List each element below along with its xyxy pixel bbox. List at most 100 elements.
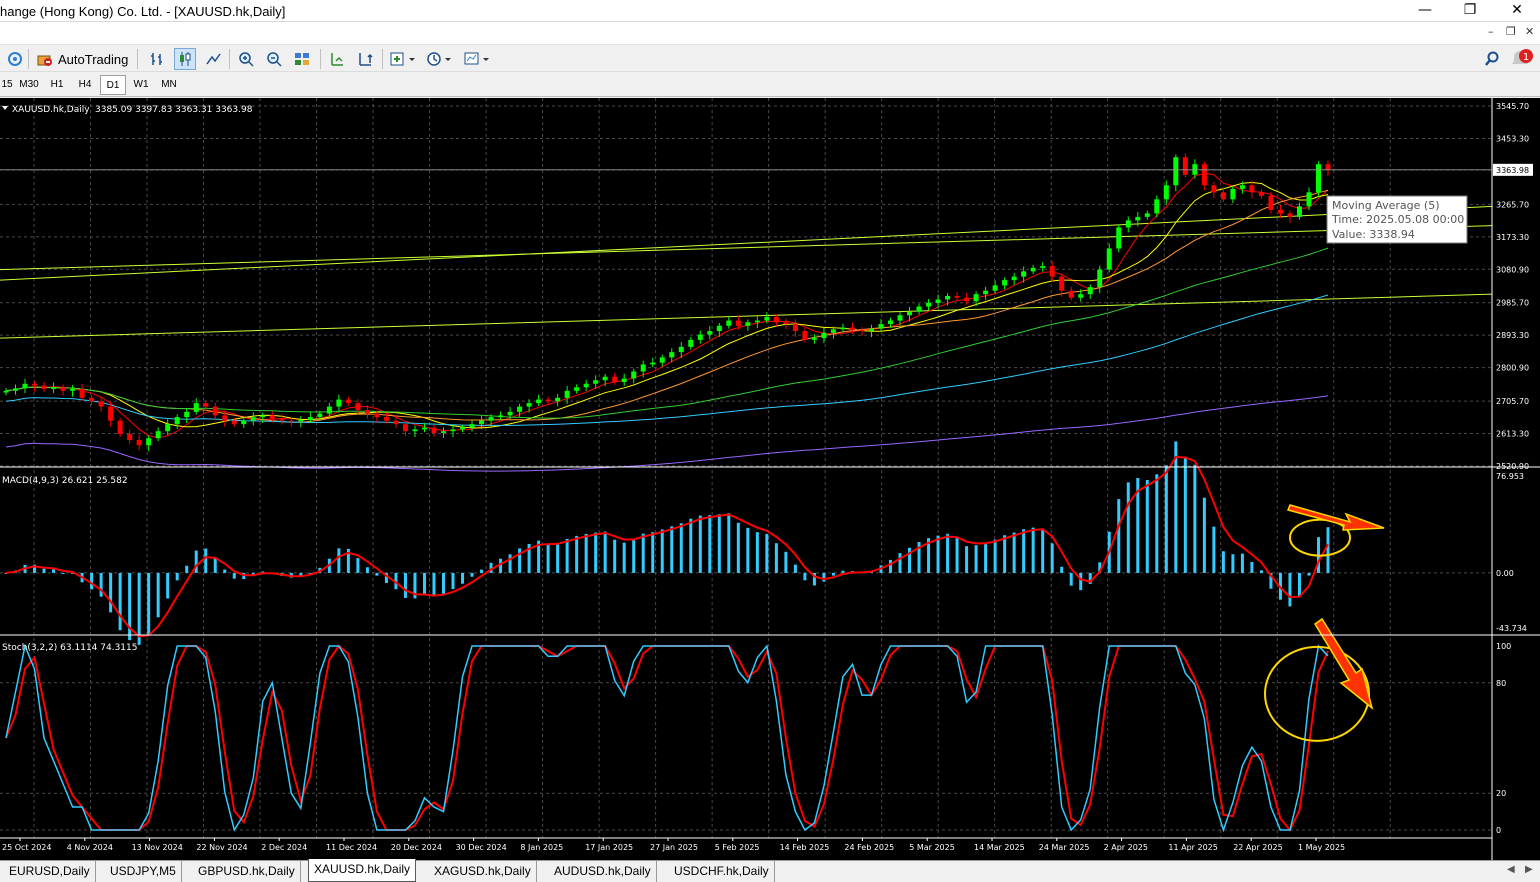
date-tick-label: 4 Nov 2024 [67,843,113,852]
current-price-label: 3363.98 [1496,166,1529,175]
candle-body [32,383,38,386]
macd-bar [71,572,75,574]
timeframe-m30[interactable]: M30 [19,79,39,90]
candle-body [479,420,485,425]
chart-minimize-button[interactable]: – [1488,25,1494,38]
line-chart-icon[interactable] [202,48,224,70]
chart-restore-button[interactable]: ❐ [1506,25,1516,38]
candle-body [830,329,836,333]
candle-body [60,387,66,391]
tab-xagusd[interactable]: XAGUSD.hk,Daily [429,861,537,882]
macd-bar [717,514,721,573]
macd-bar [889,559,893,573]
zoom-out-icon[interactable] [263,48,285,70]
bar-chart-icon[interactable] [146,48,168,70]
candlestick-series [3,153,1331,452]
date-tick-label: 14 Mar 2025 [974,843,1025,852]
search-icon[interactable] [1482,48,1502,70]
candle-body [260,415,266,418]
chart-window[interactable]: 3545.70 3453.30 3363.98 3265.70 3173.30 3080.… [0,98,1540,860]
candle-body [412,429,418,432]
date-tick-label: 5 Mar 2025 [909,843,955,852]
tab-xauusd[interactable]: XAUUSD.hk,Daily [308,859,417,882]
candle-body [1220,192,1226,200]
timeframe-m15[interactable]: 15 [1,79,13,90]
tab-scroll-left-icon[interactable]: ◀ [1507,864,1515,875]
signal-icon[interactable] [4,48,26,70]
candle-body [783,322,789,325]
timeframe-mn[interactable]: MN [161,79,177,90]
candle-body [231,420,237,425]
autoscroll-icon[interactable] [354,48,376,70]
ma20-line [5,189,1329,423]
restore-button[interactable]: ❐ [1463,2,1477,18]
macd-bar [1003,535,1007,573]
candle-body [849,327,855,331]
chart-close-button[interactable]: ✕ [1525,25,1535,38]
candle-body [269,415,275,419]
notification-icon[interactable]: 1 [1510,48,1536,70]
macd-bar [175,572,179,581]
candle-body [279,418,285,421]
macd-bar [499,558,503,573]
tooltip-value: Value: 3338.94 [1332,228,1415,241]
tile-icon[interactable] [291,48,313,70]
minimize-button[interactable]: — [1418,2,1432,18]
tab-eurusd[interactable]: EURUSD,Daily [4,861,96,882]
timeframe-h4[interactable]: H4 [78,79,92,90]
timeframe-w1[interactable]: W1 [133,79,149,90]
price-chart[interactable]: 3545.70 3453.30 3363.98 3265.70 3173.30 3080.… [0,98,1540,860]
tab-audusd[interactable]: AUDUSD.hk,Daily [549,861,657,882]
candlestick-icon[interactable] [174,48,196,70]
macd-highlight-ellipse [1289,518,1351,557]
macd-bar [194,550,198,573]
timeframe-h1[interactable]: H1 [50,79,64,90]
templates-icon[interactable] [462,48,492,70]
tab-usdjpy[interactable]: USDJPY,M5 [105,861,182,882]
macd-bar [1212,526,1216,573]
candle-body [907,311,913,316]
candle-body [1002,280,1008,286]
candle-body [1173,157,1179,186]
candle-body [155,431,161,439]
candle-body [1059,276,1065,291]
macd-bar [965,546,969,573]
candle-body [421,427,427,430]
price-tick-label: 2985.70 [1496,299,1529,308]
date-tick-label: 1 May 2025 [1298,843,1345,852]
chart-collapse-icon[interactable] [2,106,8,110]
candle-body [1306,192,1312,207]
candle-body [3,390,9,393]
macd-bar [955,537,959,573]
scroll-icon[interactable] [326,48,348,70]
candle-body [678,346,684,353]
macd-bar [1060,566,1064,573]
date-tick-label: 20 Dec 2024 [391,843,442,852]
tab-usdchf[interactable]: USDCHF.hk,Daily [669,861,775,882]
price-tick-label: 3545.70 [1496,102,1529,111]
chart-tabs: EURUSD,Daily USDJPY,M5 GBPUSD.hk,Daily X… [0,859,1540,882]
date-tick-label: 22 Nov 2024 [196,843,247,852]
candle-body [507,411,513,416]
price-tick-label: 2705.70 [1496,397,1529,406]
candle-body [13,388,19,391]
macd-bar [1240,553,1244,573]
candle-body [1125,220,1131,228]
zoom-in-icon[interactable] [235,48,257,70]
close-button[interactable]: ✕ [1511,2,1523,18]
tab-gbpusd[interactable]: GBPUSD.hk,Daily [193,861,301,882]
candle-body [555,397,561,402]
autotrading-button[interactable]: AutoTrading [32,48,132,70]
price-tick-label: 2613.30 [1496,430,1529,439]
date-tick-label: 24 Mar 2025 [1039,843,1090,852]
date-tick-label: 17 Jan 2025 [585,843,633,852]
macd-bar [42,568,46,573]
macd-bar [565,538,569,573]
tab-scroll-right-icon[interactable]: ▶ [1525,864,1533,875]
indicators-icon[interactable] [388,48,418,70]
periods-icon[interactable] [424,48,454,70]
annotations [1264,504,1385,742]
candle-body [536,399,542,404]
macd-bar [1136,478,1140,573]
timeframe-d1[interactable]: D1 [100,75,126,95]
